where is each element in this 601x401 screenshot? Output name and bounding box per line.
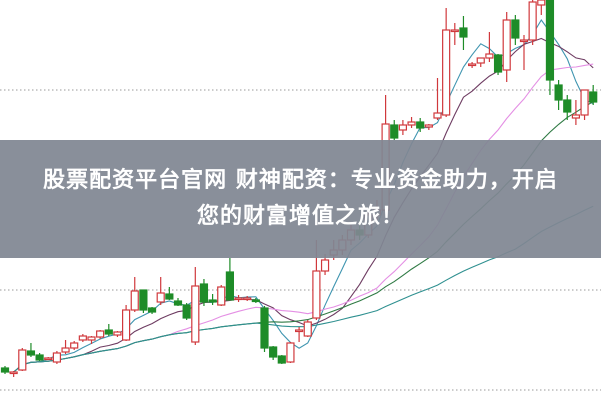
candle-body [191, 285, 200, 343]
candle-body [199, 283, 209, 303]
candle-body [18, 349, 27, 371]
candle-body [165, 293, 174, 300]
candle-body [545, 0, 555, 81]
candle-body [26, 350, 36, 356]
candle-body [130, 290, 139, 311]
candle-body [277, 355, 286, 364]
candle-body [9, 371, 18, 375]
candle-body [113, 331, 122, 336]
candle-body [519, 39, 529, 43]
banner-title-line-1: 股票配资平台官网 财神配资：专业资金助力，开启 [43, 168, 558, 193]
candle-body [269, 346, 278, 358]
candle-body [121, 309, 131, 341]
candle-body [416, 121, 425, 129]
moving-average-line-ma5 [5, 19, 594, 373]
candle-body [44, 357, 53, 361]
candle-body [537, 0, 546, 6]
candle-body [173, 300, 183, 306]
candle-body [78, 335, 87, 341]
candle-body [35, 354, 44, 361]
candle-body [87, 336, 96, 341]
candle-body [442, 29, 451, 116]
candle-body [407, 121, 416, 126]
candle-body [312, 270, 321, 319]
candle-body [260, 307, 269, 349]
title-banner: 股票配资平台官网 财神配资：专业资金助力，开启 您的财富增值之旅！ [0, 140, 601, 258]
candle-body [104, 329, 113, 335]
candle-body [96, 330, 105, 338]
candle-body [234, 297, 243, 301]
candle-body [493, 54, 503, 73]
banner-title-line-2: 您的财富增值之旅！ [196, 204, 404, 229]
candle-body [217, 286, 226, 306]
candle-body [251, 299, 260, 303]
candle-body [528, 1, 537, 41]
candle-body [502, 19, 511, 71]
candle-body [468, 63, 477, 67]
candle-body [580, 89, 589, 116]
candle-body [147, 307, 157, 313]
candle-body [554, 84, 563, 101]
candle-body [225, 271, 234, 301]
candle-body [0, 367, 10, 373]
candle-body [398, 124, 407, 131]
candle-body [243, 297, 252, 301]
candle-body [390, 124, 399, 139]
candle-body [511, 19, 520, 39]
candle-body [450, 29, 459, 33]
candle-body [139, 289, 148, 311]
candle-body [303, 321, 312, 337]
candle-body [286, 342, 295, 363]
candle-body [61, 347, 70, 353]
candle-body [459, 27, 468, 38]
moving-average-line-ma10 [5, 37, 594, 373]
candle-body [433, 112, 442, 119]
candle-body [476, 57, 485, 64]
candle-body [182, 304, 191, 319]
candle-body [485, 53, 494, 59]
candle-body [424, 124, 433, 128]
candle-body [208, 299, 217, 303]
candle-body [70, 342, 79, 349]
candle-body [156, 292, 165, 303]
candle-body [589, 91, 598, 103]
candle-body [571, 114, 581, 119]
candle-body [295, 329, 304, 333]
candle-body [563, 99, 572, 113]
candle-body [52, 352, 62, 363]
candle-body [320, 259, 330, 272]
